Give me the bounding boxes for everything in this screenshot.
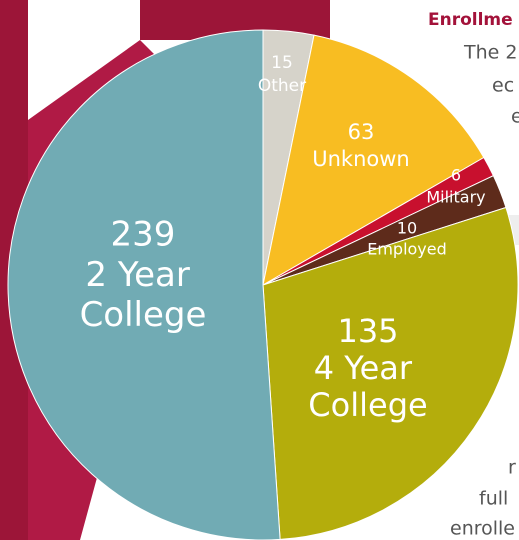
category-label: 2 Year College bbox=[80, 255, 207, 335]
value-label: 15 bbox=[271, 53, 293, 73]
category-label: Military bbox=[426, 188, 485, 207]
background-text-fragment: Enrollme bbox=[428, 10, 513, 30]
pie bbox=[7, 29, 519, 540]
value-label: 63 bbox=[348, 120, 375, 144]
pie-slice bbox=[262, 34, 485, 286]
background-text-fragment: enrolle bbox=[450, 518, 515, 540]
labels: 15 Other 63 Unknown 6 Military 10 Employed 1354 … bbox=[80, 53, 486, 424]
background-text-fragment: ec bbox=[492, 75, 514, 97]
category-label: Employed bbox=[367, 240, 447, 259]
value-label: 135 bbox=[337, 312, 398, 350]
value-label: 6 bbox=[451, 166, 461, 185]
value-label: 239 bbox=[111, 215, 176, 255]
value-label: 10 bbox=[397, 219, 417, 238]
background-figure bbox=[140, 0, 330, 40]
pie-slice bbox=[262, 206, 519, 540]
background-text-fragment: full bbox=[479, 488, 508, 510]
background-text-fragment: r bbox=[508, 457, 516, 479]
category-label: Unknown bbox=[312, 147, 409, 171]
category-label: Other bbox=[258, 76, 306, 96]
background-text-fragment: e bbox=[511, 106, 519, 128]
background-text-fragment: The 2 bbox=[463, 42, 517, 64]
category-label: 4 Year College bbox=[308, 349, 427, 424]
pie-slice bbox=[7, 29, 281, 540]
